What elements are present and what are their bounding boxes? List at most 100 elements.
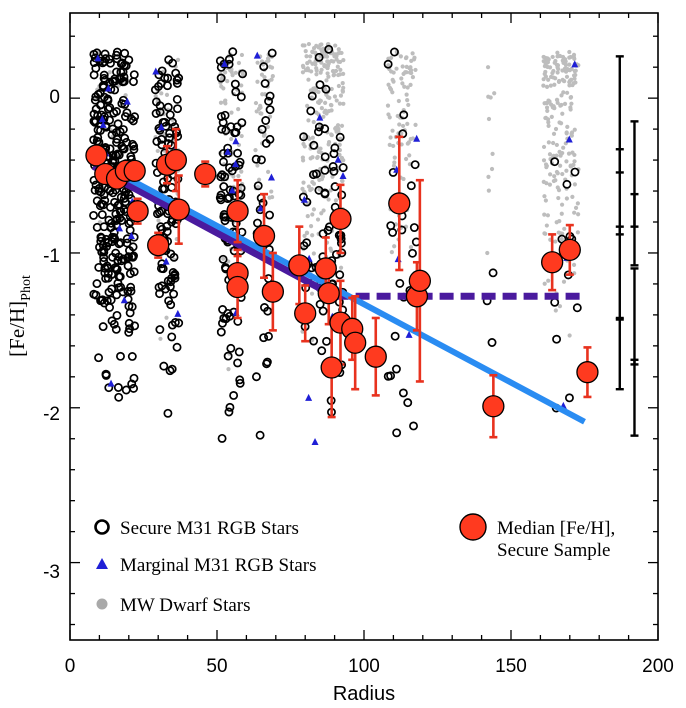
secure-star-point — [120, 190, 130, 200]
legend-secure-label: Secure M31 RGB Stars — [120, 518, 299, 539]
secure-star-point — [225, 402, 235, 412]
secure-star-point — [155, 325, 165, 334]
dwarf-star-point — [159, 91, 164, 96]
dwarf-star-point — [406, 140, 412, 145]
secure-star-point — [169, 289, 179, 299]
dwarf-star-point — [314, 72, 319, 77]
dwarf-star-point — [326, 197, 331, 202]
dwarf-star-point — [407, 66, 412, 71]
dwarf-star-point — [387, 85, 393, 91]
dwarf-star-point — [561, 279, 567, 284]
secure-star-point — [105, 115, 114, 125]
secure-star-point — [128, 242, 138, 252]
secure-star-point — [111, 264, 121, 274]
dwarf-star-point — [547, 152, 553, 157]
secure-star-point — [167, 117, 177, 127]
secure-star-point — [320, 165, 330, 175]
marginal-star-point — [98, 115, 106, 123]
dwarf-star-point — [396, 98, 401, 104]
secure-star-point — [253, 181, 263, 191]
secure-star-point — [172, 78, 182, 88]
median-point — [226, 200, 249, 223]
dwarf-star-point — [567, 49, 572, 55]
dwarf-star-point — [270, 74, 275, 79]
secure-star-point — [406, 181, 416, 191]
dwarf-star-point — [340, 89, 346, 94]
dwarf-star-point — [542, 231, 547, 236]
dwarf-star-point — [306, 118, 311, 123]
secure-star-point — [267, 48, 277, 58]
secure-star-point — [119, 60, 129, 70]
dwarf-star-point — [255, 79, 260, 84]
dwarf-star-point — [260, 92, 265, 97]
dwarf-star-point — [313, 62, 318, 67]
secure-star-point — [317, 346, 327, 356]
dwarf-star-point — [300, 70, 306, 75]
secure-star-point — [89, 70, 99, 80]
dwarf-star-point — [385, 103, 391, 108]
secure-star-point — [116, 238, 126, 248]
dwarf-star-point — [556, 188, 562, 193]
dwarf-star-point — [308, 224, 314, 229]
secure-star-point — [163, 408, 173, 418]
secure-star-point — [109, 319, 119, 329]
secure-star-point — [168, 58, 178, 68]
dwarf-star-point — [567, 333, 572, 338]
secure-star-point — [228, 47, 238, 57]
secure-star-point — [218, 254, 228, 264]
secure-star-point — [111, 128, 121, 137]
dwarf-star-point — [233, 70, 238, 75]
dwarf-star-point — [551, 131, 557, 136]
dwarf-star-point — [315, 217, 321, 222]
secure-star-point — [219, 157, 228, 167]
secure-star-point — [167, 332, 177, 342]
dwarf-star-point — [555, 97, 560, 103]
secure-star-point — [114, 392, 124, 402]
secure-star-point — [224, 407, 234, 417]
secure-star-point — [158, 264, 168, 274]
dwarf-star-point — [553, 239, 558, 244]
dwarf-star-point — [554, 142, 559, 148]
secure-star-point — [94, 353, 104, 363]
dwarf-star-point — [561, 78, 566, 83]
secure-star-point — [166, 277, 176, 287]
secure-star-point — [129, 77, 138, 87]
dwarf-star-point — [410, 51, 415, 56]
dwarf-star-point — [386, 56, 391, 61]
median-point — [85, 144, 108, 167]
dwarf-star-point — [316, 89, 321, 95]
dwarf-star-point — [541, 144, 547, 150]
dwarf-star-point — [546, 77, 551, 82]
median-point — [320, 356, 343, 379]
dwarf-star-point — [555, 70, 560, 75]
dwarf-star-point — [338, 265, 344, 270]
secure-star-point — [157, 66, 167, 76]
dwarf-star-point — [408, 136, 413, 142]
dwarf-star-point — [304, 230, 310, 236]
secure-star-point — [386, 371, 396, 381]
dwarf-star-point — [571, 162, 576, 167]
dwarf-star-point — [398, 54, 403, 59]
secure-star-point — [265, 105, 275, 115]
secure-star-point — [220, 172, 230, 182]
secure-star-point — [116, 282, 126, 292]
secure-star-point — [329, 149, 339, 159]
dwarf-star-point — [300, 63, 306, 68]
secure-star-point — [218, 318, 227, 328]
marginal-star-point — [565, 135, 573, 143]
secure-star-point — [156, 206, 166, 216]
marginal-star-point — [405, 330, 413, 338]
secure-star-point — [324, 44, 334, 54]
dwarf-star-point — [551, 68, 556, 74]
marginal-star-point — [99, 120, 107, 128]
dwarf-star-point — [319, 106, 324, 111]
secure-star-point — [103, 238, 113, 248]
dwarf-star-point — [310, 155, 315, 160]
marginal-star-point — [253, 51, 261, 59]
dwarf-star-point — [489, 166, 495, 172]
secure-star-point — [409, 421, 418, 431]
dwarf-star-point — [555, 50, 560, 55]
marginal-star-point — [257, 204, 265, 212]
dwarf-star-point — [221, 256, 226, 261]
dwarf-star-point — [542, 194, 547, 199]
